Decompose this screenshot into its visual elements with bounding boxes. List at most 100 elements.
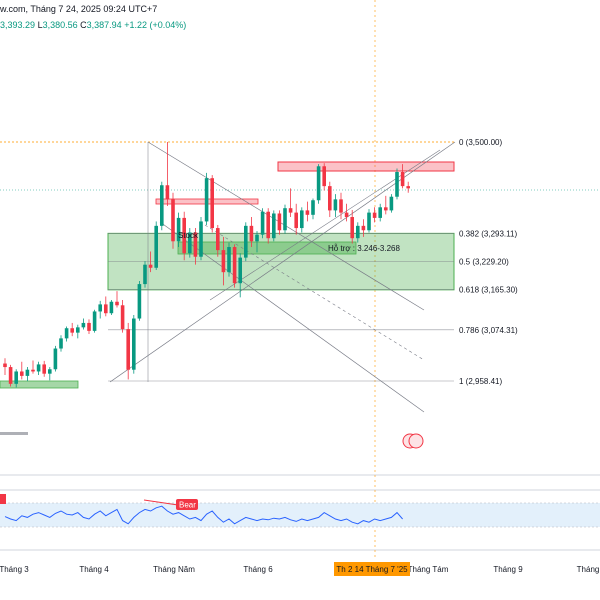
candle-body	[221, 250, 226, 273]
x-tick-label: Tháng	[577, 565, 600, 574]
candle-body	[328, 186, 332, 211]
candle-body	[199, 221, 203, 257]
ohlc-high: 3,393.29	[0, 20, 36, 30]
header-datetime: Tháng 7 24, 2025 09:24 UTC+7	[30, 4, 158, 14]
rsi-bear-tag-bg	[176, 499, 198, 510]
candle-body	[25, 369, 30, 376]
candle-body	[165, 185, 170, 200]
fibonacci-layer	[0, 141, 454, 382]
candle-body	[344, 212, 349, 218]
candle-body	[389, 196, 394, 211]
rsi-band	[0, 503, 600, 527]
candle-body	[148, 264, 153, 268]
ohlc-close-label: C	[80, 20, 87, 30]
candle-body	[356, 225, 360, 239]
candle-body	[20, 371, 24, 376]
candle-body	[126, 329, 130, 370]
candle-body	[216, 228, 220, 251]
candle-body	[137, 284, 142, 319]
support-label: Hỗ trợ : 3.246-3.268	[328, 244, 401, 253]
x-tick-label: Tháng Tám	[408, 565, 449, 574]
candle-body	[204, 178, 209, 222]
rsi-left-tag	[0, 494, 6, 504]
x-tick-label: Tháng Năm	[153, 565, 195, 574]
candle-body	[372, 212, 377, 218]
site-name: w.com	[0, 4, 26, 14]
events-icon	[408, 433, 424, 449]
ohlc-header: w.com, Tháng 7 24, 2025 09:24 UTC+7	[0, 4, 158, 14]
highlighted-date: Th 2 14 Tháng 7 '25	[336, 565, 408, 574]
zones-layer	[0, 161, 455, 435]
channel-mid	[204, 224, 425, 361]
candle-body	[188, 232, 192, 254]
resistance-zone	[277, 161, 455, 172]
candle-body	[322, 166, 326, 187]
candle-body	[160, 185, 164, 226]
fib-label: 1 (2,958.41)	[459, 377, 502, 386]
rsi-pane: Bear	[0, 494, 600, 528]
candle-body	[305, 210, 310, 215]
candle-body	[48, 369, 52, 374]
candle-body	[333, 199, 338, 211]
candles-layer	[3, 142, 410, 388]
candle-body	[109, 301, 114, 314]
candle-body	[266, 211, 270, 239]
candle-body	[115, 301, 119, 306]
candle-body	[42, 364, 46, 374]
candle-body	[260, 211, 265, 235]
candle-body	[395, 172, 399, 197]
channel-lower	[159, 221, 425, 413]
candle-body	[143, 264, 147, 285]
ohlc-values: 3,393.29 L3,380.56 C3,387.94 +1.22 (+0.0…	[0, 20, 186, 30]
candle-body	[249, 225, 254, 242]
candle-body	[64, 328, 69, 339]
candle-body	[232, 247, 237, 284]
x-tick-label: Tháng 3	[0, 565, 29, 574]
x-tick-label: Tháng 9	[493, 565, 523, 574]
candle-body	[176, 217, 181, 242]
candle-body	[378, 207, 382, 218]
rsi-line	[4, 505, 403, 525]
candle-body	[210, 178, 214, 229]
candle-body	[294, 212, 298, 229]
ohlc-change: +1.22 (+0.04%)	[124, 20, 187, 30]
candle-body	[70, 328, 74, 333]
candle-body	[406, 186, 410, 189]
fib-label: 0.786 (3,074.31)	[459, 326, 518, 335]
labels-layer: 0 (3,500.00) 0.382 (3,293.11) 0.5 (3,229.2…	[178, 138, 518, 449]
x-axis: Tháng 3 Tháng 4 Tháng Năm Tháng 6 Tháng Tám T…	[0, 562, 599, 576]
ohlc-close: 3,387.94	[86, 20, 122, 30]
ohlc-low-label: L	[37, 20, 43, 30]
candle-body	[92, 311, 97, 331]
candle-body	[171, 199, 175, 242]
candle-body	[316, 166, 321, 201]
candle-body	[36, 364, 41, 372]
support-zone-left	[0, 380, 79, 389]
candle-body	[14, 371, 18, 384]
candle-body	[182, 217, 186, 254]
x-tick-label: Tháng 4	[79, 565, 109, 574]
candle-body	[238, 257, 242, 284]
candle-body	[3, 363, 7, 368]
fib-label: 0.5 (3,229.20)	[459, 258, 509, 267]
candle-body	[53, 348, 58, 370]
candle-body	[8, 367, 13, 384]
candle-body	[193, 232, 198, 257]
candle-body	[87, 322, 91, 331]
candle-body	[350, 217, 354, 239]
candle-body	[367, 212, 371, 231]
candle-body	[283, 208, 287, 231]
candle-body	[76, 327, 80, 333]
candle-body	[132, 318, 136, 370]
rsi-bear-tag: Bear	[179, 501, 196, 510]
candle-body	[98, 304, 102, 312]
candle-body	[81, 322, 86, 328]
highlighted-date-bg	[334, 562, 410, 576]
zone-left-gray	[0, 432, 28, 435]
candle-body	[104, 304, 108, 314]
candle-body	[277, 213, 282, 231]
candle-body	[361, 225, 366, 231]
candle-body	[244, 225, 248, 258]
fib-label: 0 (3,500.00)	[459, 138, 502, 147]
